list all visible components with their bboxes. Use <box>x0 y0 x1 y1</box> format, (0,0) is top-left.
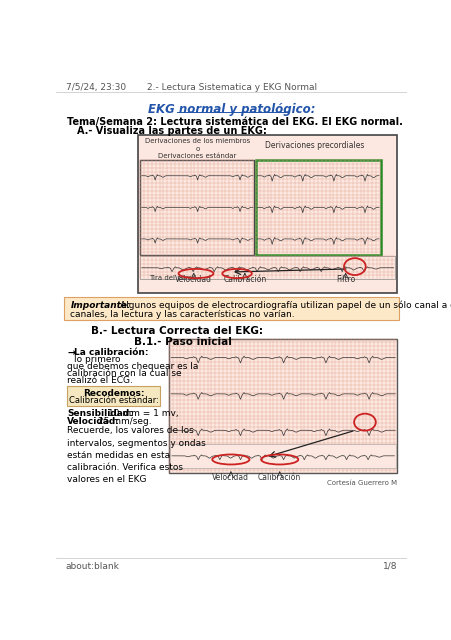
Text: Velocidad: Velocidad <box>175 275 212 284</box>
Text: 7/5/24, 23:30: 7/5/24, 23:30 <box>66 83 126 92</box>
Bar <box>138 135 396 293</box>
Text: Recuerde, los valores de los
intervalos, segmentos y ondas
están medidas en esta: Recuerde, los valores de los intervalos,… <box>67 426 206 484</box>
Text: 1/8: 1/8 <box>382 562 396 571</box>
Bar <box>64 297 398 320</box>
Bar <box>140 160 254 255</box>
Bar <box>255 160 380 255</box>
Text: Cortesía Guerrero M: Cortesía Guerrero M <box>327 479 396 486</box>
Text: calibración con la cual se: calibración con la cual se <box>67 369 182 378</box>
Text: realizó el ECG.: realizó el ECG. <box>67 376 133 385</box>
Text: Importante:: Importante: <box>70 301 131 310</box>
Text: La calibración:: La calibración: <box>74 348 148 357</box>
Bar <box>67 387 160 406</box>
Text: Filtro: Filtro <box>335 275 354 284</box>
Text: Sensibilidad:: Sensibilidad: <box>67 410 133 419</box>
Text: Algunos equipos de electrocardiografía utilizan papel de un sólo canal a dos: Algunos equipos de electrocardiografía u… <box>120 301 451 310</box>
Text: A.- Visualiza las partes de un EKG:: A.- Visualiza las partes de un EKG: <box>77 126 266 136</box>
Text: B.- Lectura Correcta del EKG:: B.- Lectura Correcta del EKG: <box>90 326 262 336</box>
Text: Calibración estándar:: Calibración estándar: <box>69 396 158 405</box>
Text: 10 mm = 1 mv,: 10 mm = 1 mv, <box>107 410 178 419</box>
Text: canales, la lectura y las características no varían.: canales, la lectura y las característica… <box>70 310 295 319</box>
Text: Tira del ritmo: Tira del ritmo <box>149 275 196 282</box>
Text: 2.- Lectura Sistematica y EKG Normal: 2.- Lectura Sistematica y EKG Normal <box>146 83 316 92</box>
Text: Velocidad:: Velocidad: <box>67 417 120 426</box>
Text: Calibración: Calibración <box>223 275 266 284</box>
Text: Derivaciones de los miembros
o
Derivaciones estándar: Derivaciones de los miembros o Derivacio… <box>145 138 250 159</box>
Text: 25 mm/seg.: 25 mm/seg. <box>98 417 152 426</box>
Text: lo primero: lo primero <box>74 355 120 364</box>
Bar <box>170 444 395 468</box>
Text: Velocidad: Velocidad <box>212 472 249 481</box>
Text: about:blank: about:blank <box>66 562 120 571</box>
Text: Tema/Semana 2: Lectura sistemática del EKG. El EKG normal.: Tema/Semana 2: Lectura sistemática del E… <box>67 117 402 127</box>
Text: Recodemos:: Recodemos: <box>83 389 144 399</box>
Text: Derivaciones precordiales: Derivaciones precordiales <box>264 141 364 150</box>
Text: B.1.- Paso inicial: B.1.- Paso inicial <box>133 337 231 347</box>
Text: EKG normal y patológico:: EKG normal y patológico: <box>147 103 315 116</box>
Bar <box>169 339 396 474</box>
Bar <box>140 256 394 279</box>
Text: →: → <box>67 348 75 358</box>
Text: Calibración: Calibración <box>258 472 301 481</box>
Text: que debemos chequear es la: que debemos chequear es la <box>67 362 198 371</box>
